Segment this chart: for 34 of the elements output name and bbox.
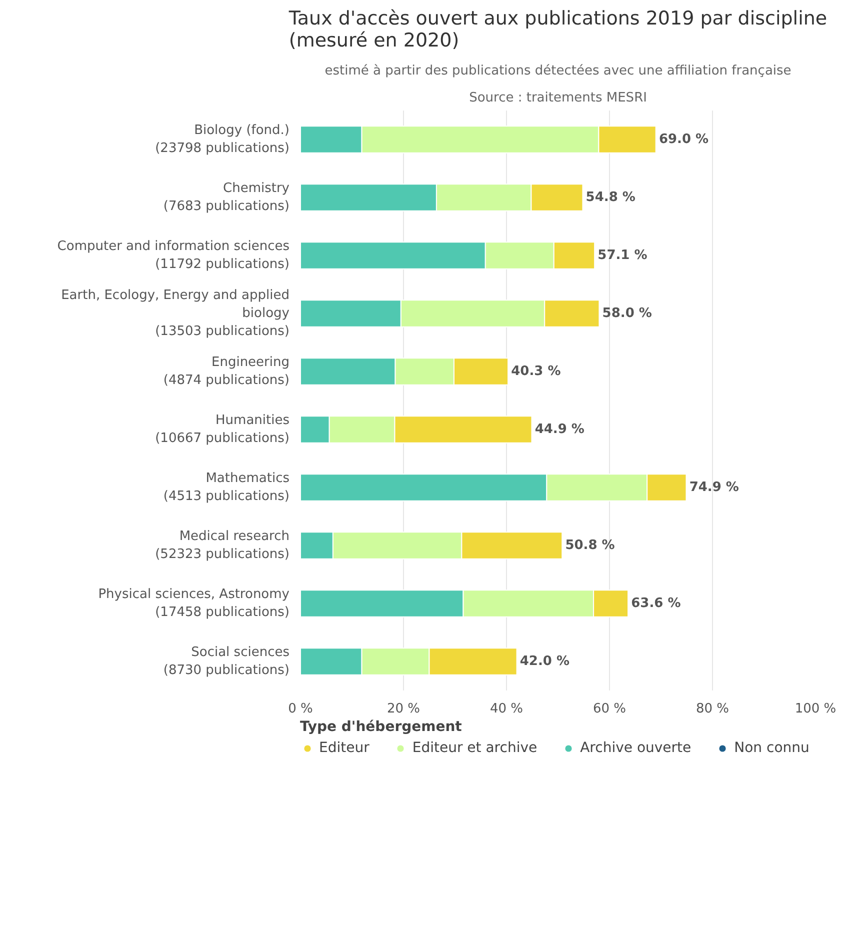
legend-label: Non connu	[734, 740, 810, 756]
chart-subtitle: estimé à partir des publications détectées avec une affiliation française	[324, 64, 792, 78]
total-label: 50.8 %	[565, 538, 615, 553]
total-label: 63.6 %	[631, 596, 681, 611]
chart-title: Taux d'accès ouvert aux publications 2019 par discipline (mesuré en 2020)	[288, 8, 828, 52]
total-label: 69.0 %	[658, 132, 709, 147]
y-tick-label: Chemistry (7683 publications)	[163, 181, 290, 214]
total-label: 54.8 %	[586, 190, 636, 205]
y-tick-label: Humanities (10667 publications)	[155, 413, 290, 446]
y-tick-label: Earth, Ecology, Energy and applied biology (13503 publications)	[61, 288, 290, 339]
y-tick-label: Medical research (52323 publications)	[155, 529, 290, 562]
total-label: 40.3 %	[511, 364, 561, 379]
x-tick-label: 100 %	[794, 702, 836, 716]
y-tick-label: Engineering (4874 publications)	[163, 355, 290, 388]
legend-label: Archive ouverte	[580, 740, 692, 756]
x-tick-label: 0 %	[288, 702, 313, 716]
x-tick-label: 20 %	[386, 702, 420, 716]
y-tick-label: Physical sciences, Astronomy (17458 publications)	[98, 587, 290, 620]
x-tick-label: 80 %	[696, 702, 730, 716]
y-tick-label: Computer and information sciences (11792 publications)	[57, 239, 290, 272]
x-tick-label: 60 %	[592, 702, 626, 716]
legend-label: Editeur	[319, 740, 370, 756]
y-tick-label: Social sciences (8730 publications)	[163, 645, 290, 678]
y-tick-label: Mathematics (4513 publications)	[163, 471, 290, 504]
total-label: 42.0 %	[520, 654, 570, 669]
x-tick-label: 40 %	[490, 702, 524, 716]
source-note: Source : traitements MESRI	[469, 90, 647, 106]
total-label: 57.1 %	[598, 248, 648, 263]
total-label: 58.0 %	[602, 306, 652, 321]
total-label: 44.9 %	[534, 422, 584, 437]
legend-title: Type d'hébergement	[300, 719, 463, 735]
total-label: 74.9 %	[689, 480, 739, 495]
y-tick-label: Biology (fond.) (23798 publications)	[155, 123, 290, 156]
legend-label: Editeur et archive	[412, 740, 538, 756]
